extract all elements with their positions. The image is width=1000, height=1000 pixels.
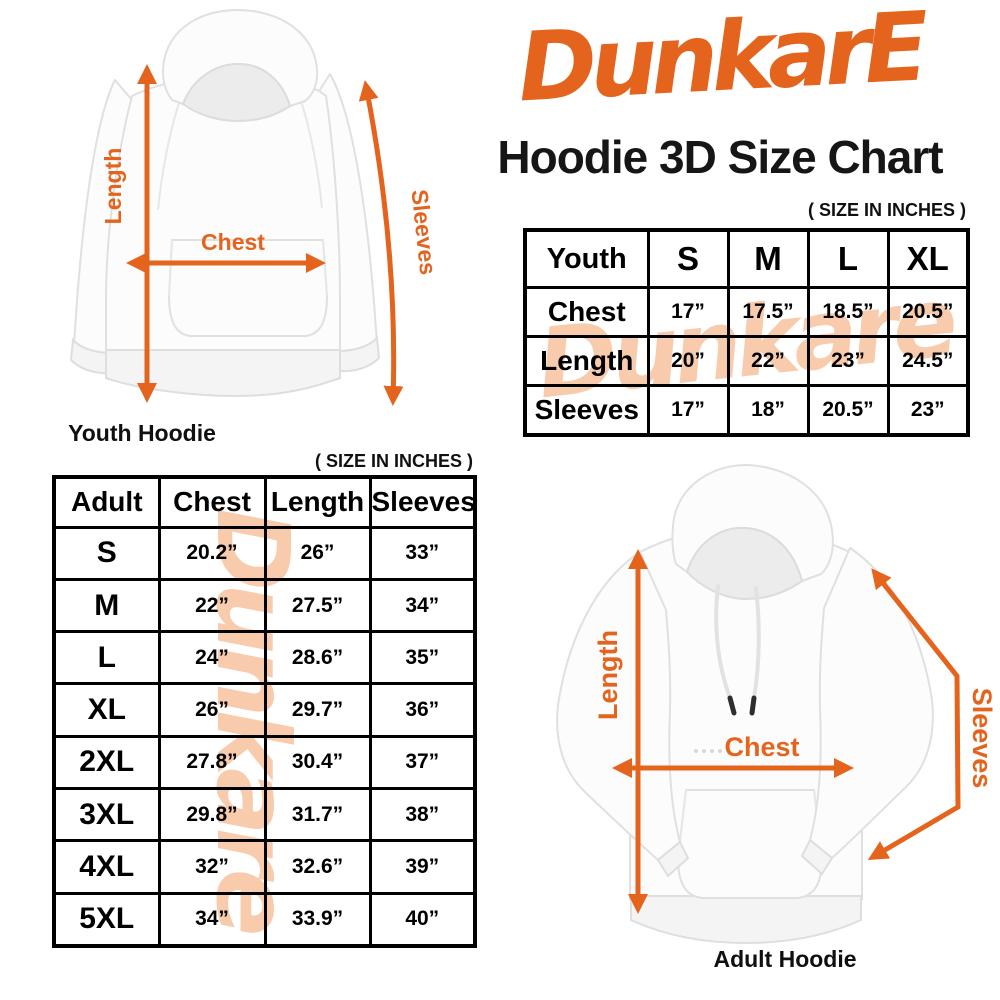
table-cell: 30.4”: [263, 734, 372, 790]
column-header: XL: [886, 228, 970, 290]
table-cell: 37”: [368, 734, 477, 790]
table-cell: 27.5”: [263, 577, 372, 634]
row-header: 5XL: [52, 891, 161, 948]
adult-drawstring-left: [714, 584, 732, 700]
adult-left-sleeve: [556, 551, 681, 861]
table-cell: 18”: [726, 383, 810, 437]
table-row: Sleeves 17” 18” 20.5” 23”: [523, 383, 970, 437]
table-cell: 34”: [157, 891, 267, 948]
adult-pocket: [677, 789, 823, 899]
table-cell: 26”: [157, 682, 267, 738]
table-cell: 32.6”: [263, 839, 372, 895]
column-header: Sleeves: [368, 475, 477, 529]
adult-sleeves-arrow: [867, 568, 961, 861]
row-header: 3XL: [52, 786, 161, 843]
table-cell: 38”: [368, 786, 477, 843]
row-header: L: [52, 630, 161, 686]
adult-table-corner: Adult: [52, 475, 161, 529]
table-row: Youth S M L XL: [523, 228, 970, 290]
adult-figure-caption: Adult Hoodie: [713, 946, 857, 972]
adult-hoodie-figure: Length Chest Sleeves: [556, 463, 997, 945]
youth-size-table: Youth S M L XL Chest 17” 17.5” 18.5” 20.…: [523, 228, 970, 437]
table-cell: 36”: [368, 682, 477, 738]
table-cell: 35”: [368, 630, 477, 686]
table-row: Chest 17” 17.5” 18.5” 20.5”: [523, 286, 970, 339]
adult-hem-band: [630, 895, 862, 945]
table-cell: 31.7”: [263, 786, 372, 843]
table-row: M 22” 27.5” 34”: [52, 577, 477, 634]
row-header: 4XL: [52, 839, 161, 895]
table-row: Length 20” 22” 23” 24.5”: [523, 335, 970, 387]
youth-length-label: Length: [100, 148, 126, 225]
table-cell: 20”: [646, 335, 730, 387]
table-row: Adult Chest Length Sleeves: [52, 475, 477, 529]
column-header: S: [646, 228, 730, 290]
youth-sleeves-label: Sleeves: [407, 188, 442, 276]
youth-hem-band: [105, 349, 341, 398]
adult-right-cuff: [800, 838, 834, 876]
row-header: M: [52, 577, 161, 634]
table-row: 4XL 32” 32.6” 39”: [52, 839, 477, 895]
table-cell: 17.5”: [726, 286, 810, 339]
youth-table-corner: Youth: [523, 228, 650, 290]
adult-drawstring-right: [752, 586, 761, 700]
row-header: XL: [52, 682, 161, 738]
table-cell: 33”: [368, 525, 477, 581]
adult-sleeves-label: Sleeves: [967, 688, 997, 789]
table-cell: 34”: [368, 577, 477, 634]
adult-size-note: ( SIZE IN INCHES ): [314, 451, 473, 471]
table-cell: 20.5”: [886, 286, 970, 339]
table-cell: 26”: [263, 525, 372, 581]
page-title: Hoodie 3D Size Chart: [497, 131, 943, 183]
table-cell: 23”: [886, 383, 970, 437]
youth-sleeves-arrow: [358, 80, 404, 406]
youth-size-note: ( SIZE IN INCHES ): [807, 200, 966, 220]
column-header: Length: [263, 475, 372, 529]
table-row: XL 26” 29.7” 36”: [52, 682, 477, 738]
table-row: 3XL 29.8” 31.7” 38”: [52, 786, 477, 843]
table-cell: 22”: [157, 577, 267, 634]
adult-left-cuff: [656, 840, 690, 878]
table-cell: 17”: [646, 286, 730, 339]
adult-length-label: Length: [593, 630, 623, 720]
row-header: Length: [523, 335, 650, 387]
adult-chest-label: Chest: [724, 732, 799, 762]
youth-figure-caption: Youth Hoodie: [68, 420, 216, 446]
table-row: L 24” 28.6” 35”: [52, 630, 477, 686]
table-cell: 18.5”: [806, 286, 890, 339]
youth-chest-label: Chest: [201, 229, 265, 255]
table-cell: 20.5”: [806, 383, 890, 437]
column-header: L: [806, 228, 890, 290]
row-header: Sleeves: [523, 383, 650, 437]
table-cell: 24.5”: [886, 335, 970, 387]
column-header: M: [726, 228, 810, 290]
table-cell: 24”: [157, 630, 267, 686]
table-cell: 29.8”: [157, 786, 267, 843]
table-cell: 39”: [368, 839, 477, 895]
row-header: S: [52, 525, 161, 581]
table-cell: 27.8”: [157, 734, 267, 790]
table-cell: 29.7”: [263, 682, 372, 738]
table-cell: 40”: [368, 891, 477, 948]
row-header: 2XL: [52, 734, 161, 790]
table-row: S 20.2” 26” 33”: [52, 525, 477, 581]
column-header: Chest: [157, 475, 267, 529]
table-cell: 28.6”: [263, 630, 372, 686]
row-header: Chest: [523, 286, 650, 339]
table-cell: 33.9”: [263, 891, 372, 948]
table-cell: 23”: [806, 335, 890, 387]
table-row: 2XL 27.8” 30.4” 37”: [52, 734, 477, 790]
table-cell: 22”: [726, 335, 810, 387]
table-cell: 20.2”: [157, 525, 267, 581]
adult-hood-opening: [685, 526, 804, 601]
table-row: 5XL 34” 33.9” 40”: [52, 891, 477, 948]
youth-hood-opening: [181, 62, 292, 123]
youth-hoodie-figure: Length Chest Sleeves: [69, 9, 442, 406]
adult-size-table: Adult Chest Length Sleeves S 20.2” 26” 3…: [52, 475, 477, 948]
brand-logo: DunkarE: [515, 0, 925, 124]
table-cell: 32”: [157, 839, 267, 895]
table-cell: 17”: [646, 383, 730, 437]
